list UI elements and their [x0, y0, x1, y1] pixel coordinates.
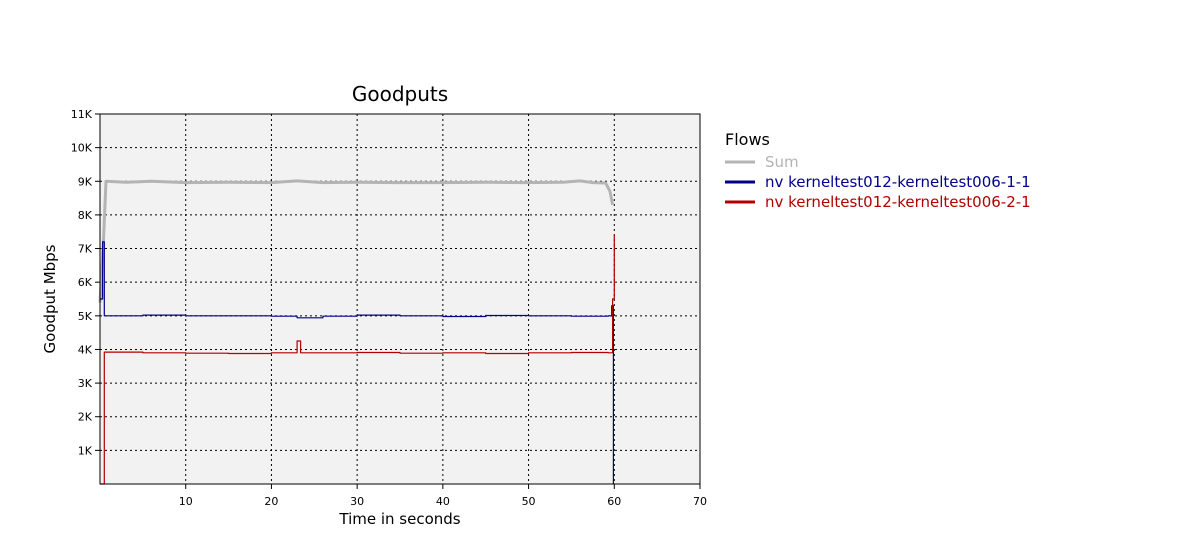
x-tick-label: 50 [522, 495, 536, 508]
chart-title: Goodputs [352, 82, 448, 106]
y-axis-label: Goodput Mbps [41, 244, 59, 353]
legend-entry: nv kerneltest012-kerneltest006-2-1 [765, 193, 1031, 211]
y-tick-label: 2K [78, 411, 93, 424]
series-line-3 [100, 235, 615, 485]
y-tick-label: 9K [78, 175, 93, 188]
data-series [98, 179, 615, 485]
legend-entry: Sum [765, 153, 799, 171]
x-axis-label: Time in seconds [338, 510, 460, 528]
y-axis-ticks: 1K 2K 3K 4K 5K 6K 7K 8K 9K 10K 11K [71, 108, 100, 457]
y-tick-label: 1K [78, 444, 93, 457]
y-tick-label: 4K [78, 343, 93, 356]
x-tick-label: 60 [607, 495, 621, 508]
y-tick-label: 8K [78, 209, 93, 222]
plot-frame [99, 113, 701, 485]
x-tick-label: 10 [179, 495, 193, 508]
plot-area [100, 114, 700, 484]
legend-title: Flows [725, 130, 770, 149]
y-tick-label: 11K [71, 108, 93, 121]
y-tick-label: 3K [78, 377, 93, 390]
series-line-2 [100, 241, 614, 484]
x-tick-label: 40 [436, 495, 450, 508]
y-tick-label: 6K [78, 276, 93, 289]
y-tick-label: 10K [71, 142, 93, 155]
series-line-1 [98, 179, 615, 303]
legend: Flows Sum nv kerneltest012-kerneltest006-… [725, 130, 1031, 211]
x-axis-ticks: 10 20 30 40 50 60 70 [179, 484, 707, 508]
legend-entry: nv kerneltest012-kerneltest006-1-1 [765, 173, 1031, 191]
x-tick-label: 70 [693, 495, 707, 508]
y-tick-label: 5K [78, 310, 93, 323]
x-tick-label: 20 [264, 495, 278, 508]
x-tick-label: 30 [350, 495, 364, 508]
y-tick-label: 7K [78, 243, 93, 256]
